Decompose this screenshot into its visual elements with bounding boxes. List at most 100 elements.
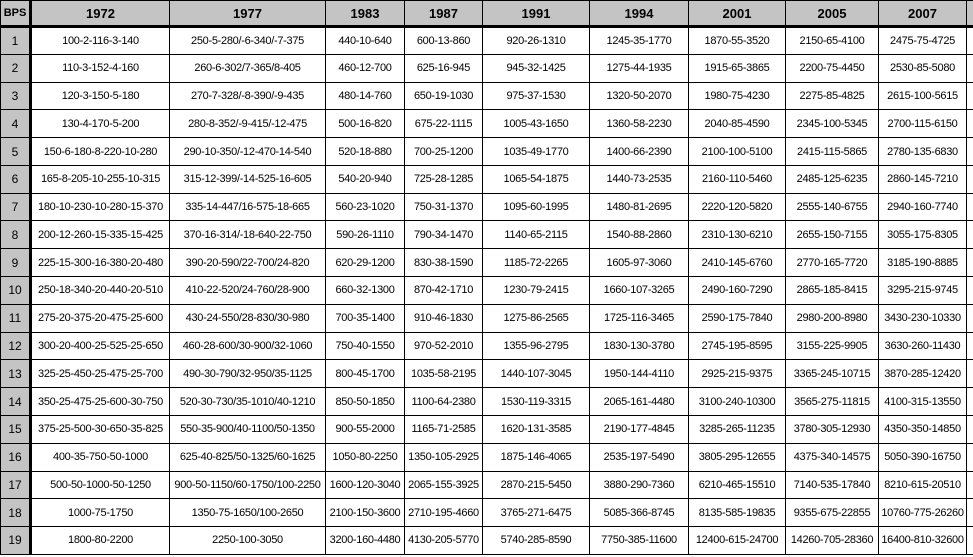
table-cell: 620-29-1200	[325, 248, 405, 278]
table-cell: 1800-80-2200	[30, 526, 170, 555]
table-cell: 3055-175-8305	[878, 220, 967, 250]
table-cell: 290-10-350/-12-470-14-540	[169, 137, 326, 166]
clipped-column-header	[966, 0, 973, 28]
table-cell: 1725-116-3465	[589, 303, 689, 333]
clipped-column-cell	[966, 359, 973, 389]
row-header-bps: 1	[0, 26, 32, 55]
table-cell: 3430-230-10330	[878, 303, 967, 333]
table-cell: 1530-119-3315	[482, 387, 590, 416]
row-header-bps: 12	[0, 331, 32, 361]
table-cell: 650-19-1030	[404, 81, 483, 111]
table-row: 14 350-25-475-25-600-30-750 520-30-730/35-…	[0, 387, 973, 416]
table-cell: 1275-44-1935	[589, 53, 689, 83]
table-cell: 1540-88-2860	[589, 220, 689, 250]
table-cell: 200-12-260-15-335-15-425	[30, 220, 170, 250]
table-cell: 590-26-1110	[325, 220, 405, 250]
table-cell: 4130-205-5770	[404, 526, 483, 555]
table-cell: 900-55-2000	[325, 414, 405, 444]
table-cell: 1355-96-2795	[482, 331, 590, 361]
column-header-year-2007: 2007	[878, 0, 967, 28]
table-cell: 5050-390-16750	[878, 442, 967, 472]
table-cell: 3565-275-11815	[785, 387, 879, 416]
table-cell: 1050-80-2250	[325, 442, 405, 472]
table-row: 1 100-2-116-3-140 250-5-280/-6-340/-7-375 4…	[0, 26, 973, 55]
row-header-bps: 5	[0, 137, 32, 166]
clipped-column-cell	[966, 276, 973, 305]
table-cell: 540-20-940	[325, 164, 405, 194]
table-cell: 1165-71-2585	[404, 414, 483, 444]
table-row: 10 250-18-340-20-440-20-510 410-22-520/24-…	[0, 276, 973, 305]
table-cell: 7140-535-17840	[785, 470, 879, 500]
table-cell: 2710-195-4660	[404, 498, 483, 528]
table-cell: 275-20-375-20-475-25-600	[30, 303, 170, 333]
table-row: 6 165-8-205-10-255-10-315 315-12-399/-14-5…	[0, 164, 973, 194]
table-cell: 2925-215-9375	[688, 359, 786, 389]
row-header-bps: 10	[0, 276, 32, 305]
column-header-year-1994: 1994	[589, 0, 689, 28]
table-cell: 280-8-352/-9-415/-12-475	[169, 109, 326, 139]
table-cell: 1035-49-1770	[482, 137, 590, 166]
row-header-bps: 7	[0, 192, 32, 222]
table-cell: 800-45-1700	[325, 359, 405, 389]
table-cell: 1400-66-2390	[589, 137, 689, 166]
table-row: 15 375-25-500-30-650-35-825 550-35-900/40-…	[0, 414, 973, 444]
table-cell: 2220-120-5820	[688, 192, 786, 222]
table-cell: 2150-65-4100	[785, 26, 879, 55]
table-cell: 2535-197-5490	[589, 442, 689, 472]
table-cell: 150-6-180-8-220-10-280	[30, 137, 170, 166]
table-cell: 430-24-550/28-830/30-980	[169, 303, 326, 333]
table-row: 8 200-12-260-15-335-15-425 370-16-314/-18-…	[0, 220, 973, 250]
table-cell: 250-18-340-20-440-20-510	[30, 276, 170, 305]
table-cell: 2530-85-5080	[878, 53, 967, 83]
column-header-year-1991: 1991	[482, 0, 590, 28]
table-cell: 2870-215-5450	[482, 470, 590, 500]
table-row: 9 225-15-300-16-380-20-480 390-20-590/22-7…	[0, 248, 973, 278]
table-cell: 460-12-700	[325, 53, 405, 83]
table-cell: 1660-107-3265	[589, 276, 689, 305]
clipped-column-cell	[966, 192, 973, 222]
table-cell: 520-18-880	[325, 137, 405, 166]
table-row: 3 120-3-150-5-180 270-7-328/-8-390/-9-435 4…	[0, 81, 973, 111]
clipped-column-cell	[966, 81, 973, 111]
table-cell: 260-6-302/7-365/8-405	[169, 53, 326, 83]
table-cell: 1095-60-1995	[482, 192, 590, 222]
table-cell: 14260-705-28360	[785, 526, 879, 555]
table-cell: 3870-285-12420	[878, 359, 967, 389]
table-cell: 2475-75-4725	[878, 26, 967, 55]
row-header-bps: 15	[0, 414, 32, 444]
table-cell: 700-35-1400	[325, 303, 405, 333]
clipped-column-cell	[966, 470, 973, 500]
table-cell: 2040-85-4590	[688, 109, 786, 139]
table-cell: 335-14-447/16-575-18-665	[169, 192, 326, 222]
table-row: 4 130-4-170-5-200 280-8-352/-9-415/-12-475…	[0, 109, 973, 139]
row-header-bps: 13	[0, 359, 32, 389]
table-cell: 1185-72-2265	[482, 248, 590, 278]
table-cell: 100-2-116-3-140	[30, 26, 170, 55]
table-cell: 2780-135-6830	[878, 137, 967, 166]
table-cell: 370-16-314/-18-640-22-750	[169, 220, 326, 250]
table-row: 19 1800-80-2200 2250-100-3050 3200-160-4480…	[0, 526, 973, 555]
table-row: 5 150-6-180-8-220-10-280 290-10-350/-12-47…	[0, 137, 973, 166]
table-cell: 7750-385-11600	[589, 526, 689, 555]
table-cell: 945-32-1425	[482, 53, 590, 83]
table-cell: 500-16-820	[325, 109, 405, 139]
row-header-bps: 2	[0, 53, 32, 83]
row-header-bps: 14	[0, 387, 32, 416]
table-cell: 3185-190-8885	[878, 248, 967, 278]
row-header-bps: 9	[0, 248, 32, 278]
column-header-year-2001: 2001	[688, 0, 786, 28]
table-cell: 1605-97-3060	[589, 248, 689, 278]
table-cell: 490-30-790/32-950/35-1125	[169, 359, 326, 389]
table-cell: 830-38-1590	[404, 248, 483, 278]
table-row: 11 275-20-375-20-475-25-600 430-24-550/28-…	[0, 303, 973, 333]
table-cell: 110-3-152-4-160	[30, 53, 170, 83]
table-cell: 250-5-280/-6-340/-7-375	[169, 26, 326, 55]
table-cell: 2410-145-6760	[688, 248, 786, 278]
table-cell: 700-25-1200	[404, 137, 483, 166]
table-cell: 600-13-860	[404, 26, 483, 55]
table-cell: 180-10-230-10-280-15-370	[30, 192, 170, 222]
table-cell: 325-25-450-25-475-25-700	[30, 359, 170, 389]
table-cell: 1100-64-2380	[404, 387, 483, 416]
